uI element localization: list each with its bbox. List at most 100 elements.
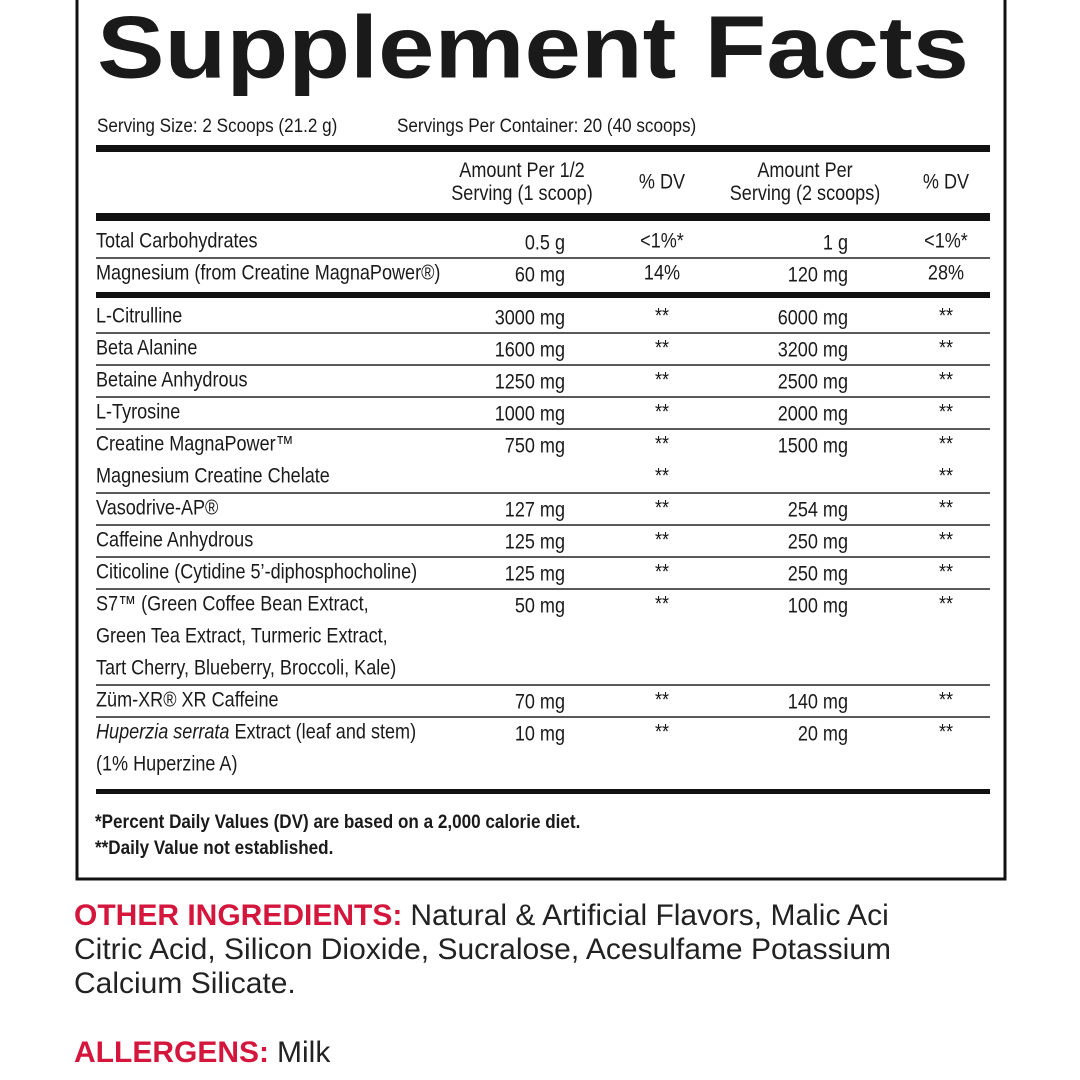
dv-half: ** — [655, 720, 669, 744]
allergens-label: ALLERGENS: — [74, 1036, 269, 1069]
dv-full-group: ** — [939, 400, 953, 424]
dv-half-group: ** — [655, 432, 669, 456]
dv-full: ** — [939, 688, 953, 712]
thick-rule — [96, 145, 990, 152]
amount-full-group: 250 mg — [788, 562, 848, 586]
ingredient-name-group: Tart Cherry, Blueberry, Broccoli, Kale) — [96, 656, 396, 680]
amount-half: 70 mg — [515, 690, 565, 714]
column-header-group: Serving (2 scoops) — [730, 182, 881, 206]
amount-half: 1600 mg — [495, 338, 565, 362]
amount-full: 1 g — [823, 231, 848, 255]
amount-half: 0.5 g — [525, 231, 565, 255]
amount-half-group: 127 mg — [505, 498, 565, 522]
dv-half: ** — [655, 464, 669, 488]
amount-half-group: 50 mg — [515, 594, 565, 618]
dv-full-group: ** — [939, 336, 953, 360]
column-header-group: % DV — [639, 170, 685, 194]
dv-full-group: ** — [939, 528, 953, 552]
amount-half-group: 1000 mg — [495, 402, 565, 426]
amount-half-group: 125 mg — [505, 530, 565, 554]
dv-full: ** — [939, 464, 953, 488]
dv-half-group: ** — [655, 592, 669, 616]
amount-half-group: 1600 mg — [495, 338, 565, 362]
other-ingredients-label: OTHER INGREDIENTS: — [74, 899, 402, 932]
column-header: Serving (2 scoops) — [730, 182, 881, 206]
amount-full: 254 mg — [788, 498, 848, 522]
ingredient-name-group: Creatine MagnaPower™ — [96, 432, 294, 456]
dv-half-group: ** — [655, 336, 669, 360]
other-ingredients-text: Natural & Artificial Flavors, Malic Aci — [410, 899, 888, 932]
dv-half-group: <1%* — [640, 229, 684, 253]
amount-full-group: 1 g — [823, 231, 848, 255]
ingredient-name-group: Magnesium Creatine Chelate — [96, 464, 330, 488]
ingredient-name: Green Tea Extract, Turmeric Extract, — [96, 624, 388, 648]
ingredient-name: Vasodrive-AP® — [96, 496, 219, 520]
column-header-group: Amount Per — [757, 159, 853, 183]
dv-full-group: <1%* — [924, 229, 968, 253]
ingredient-name: Züm-XR® XR Caffeine — [96, 688, 279, 712]
ingredient-name: Total Carbohydrates — [96, 229, 258, 253]
dv-full-group: ** — [939, 720, 953, 744]
serving-size-group: Serving Size: 2 Scoops (21.2 g) — [97, 115, 337, 136]
column-header-group: Serving (1 scoop) — [451, 182, 592, 206]
dv-half-group: ** — [655, 528, 669, 552]
amount-full-group: 6000 mg — [778, 306, 848, 330]
column-header: % DV — [639, 170, 685, 194]
dv-full-group: ** — [939, 432, 953, 456]
dv-full: ** — [939, 336, 953, 360]
dv-half-group: ** — [655, 688, 669, 712]
dv-half-group: ** — [655, 464, 669, 488]
dv-half: ** — [655, 496, 669, 520]
ingredient-name: Tart Cherry, Blueberry, Broccoli, Kale) — [96, 656, 396, 680]
ingredient-name-group: Betaine Anhydrous — [96, 368, 248, 392]
other-ingredients-line: OTHER INGREDIENTS: Natural & Artificial F… — [74, 899, 889, 932]
amount-half-group: 70 mg — [515, 690, 565, 714]
amount-full-group: 100 mg — [788, 594, 848, 618]
dv-full-group: ** — [939, 688, 953, 712]
column-header: Amount Per 1/2 — [459, 159, 584, 183]
ingredient-name: Magnesium Creatine Chelate — [96, 464, 330, 488]
amount-full: 6000 mg — [778, 306, 848, 330]
ingredient-name-group: Magnesium (from Creatine MagnaPower®) — [96, 261, 440, 285]
dv-half: ** — [655, 368, 669, 392]
ingredient-name: L-Tyrosine — [96, 400, 180, 424]
dv-full: 28% — [928, 261, 964, 285]
amount-full: 1500 mg — [778, 434, 848, 458]
amount-full: 120 mg — [788, 263, 848, 287]
dv-full-group: ** — [939, 496, 953, 520]
footnote-group: *Percent Daily Values (DV) are based on … — [95, 811, 580, 832]
dv-full: ** — [939, 432, 953, 456]
serving-size: Serving Size: 2 Scoops (21.2 g) — [97, 115, 337, 136]
amount-half-group: 125 mg — [505, 562, 565, 586]
amount-full: 250 mg — [788, 562, 848, 586]
amount-half-group: 1250 mg — [495, 370, 565, 394]
dv-full: ** — [939, 400, 953, 424]
dv-full: ** — [939, 592, 953, 616]
dv-half: ** — [655, 592, 669, 616]
dv-full-group: ** — [939, 592, 953, 616]
column-header-group: Amount Per 1/2 — [459, 159, 584, 183]
dv-half: ** — [655, 304, 669, 328]
dv-half-group: 14% — [644, 261, 680, 285]
ingredient-name-group: Caffeine Anhydrous — [96, 528, 253, 552]
footnote: **Daily Value not established. — [95, 837, 333, 858]
ingredient-name-group: Beta Alanine — [96, 336, 197, 360]
dv-full-group: 28% — [928, 261, 964, 285]
amount-half-group: 3000 mg — [495, 306, 565, 330]
amount-full: 250 mg — [788, 530, 848, 554]
ingredient-name: L-Citrulline — [96, 304, 182, 328]
dv-half: <1%* — [640, 229, 684, 253]
ingredient-name-group: S7™ (Green Coffee Bean Extract, — [96, 592, 369, 616]
dv-half: 14% — [644, 261, 680, 285]
amount-half: 125 mg — [505, 562, 565, 586]
dv-half-group: ** — [655, 720, 669, 744]
dv-full: <1%* — [924, 229, 968, 253]
column-header: Serving (1 scoop) — [451, 182, 592, 206]
ingredient-name-group: L-Citrulline — [96, 304, 182, 328]
ingredient-name-group: Green Tea Extract, Turmeric Extract, — [96, 624, 388, 648]
amount-half: 60 mg — [515, 263, 565, 287]
ingredient-name: Creatine MagnaPower™ — [96, 432, 294, 456]
thick-rule — [96, 213, 990, 221]
title: Supplement Facts — [97, 0, 969, 96]
